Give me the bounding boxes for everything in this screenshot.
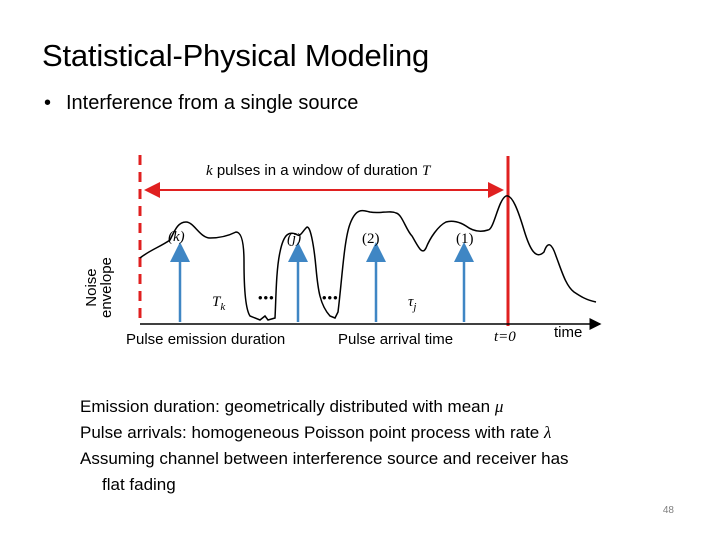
slide-title: Statistical-Physical Modeling [42,38,430,73]
y-axis-label: Noise envelope [83,257,115,318]
t0-label: t=0 [494,329,516,345]
time-axis-label: time [554,324,583,341]
emission-duration-symbol: Tk [212,294,225,313]
ellipsis-dots-1: ••• [258,290,275,305]
y-axis-label-line1: Noise [83,268,100,307]
note-arrivals: Pulse arrivals: homogeneous Poisson poin… [80,420,569,446]
T-subscript: k [220,301,226,313]
y-axis-label-line2: envelope [98,257,115,318]
bullet-item: • Interference from a single source [44,92,358,115]
note-emission-symbol: μ [494,397,504,416]
bullet-dot: • [44,92,52,114]
page-number: 48 [662,505,674,516]
tau-symbol: τ [408,294,414,310]
noise-envelope-curve [139,195,597,321]
note-arrivals-text: Pulse arrivals: homogeneous Poisson poin… [80,423,540,442]
window-label-T: T [421,163,431,179]
arrival-time-label: Pulse arrival time [338,331,454,348]
pulse-label-k-text: (k) [168,229,185,245]
pulse-label-k: (k) [168,229,185,246]
pulse-label-j-text: (j) [287,231,302,247]
note-channel: Assuming channel between interference so… [80,449,569,468]
note-emission-text: Emission duration: geometrically distrib… [80,397,491,416]
tau-subscript: j [413,301,417,313]
window-label: k pulses in a window of duration T [206,162,430,180]
pulse-label-2: (2) [362,231,380,247]
pulse-label-1: (1) [456,231,474,247]
pulse-label-j: (j) [287,231,301,248]
bullet-text: Interference from a single source [66,92,359,114]
emission-duration-label: Pulse emission duration [126,331,286,348]
arrival-time-symbol: τj [408,294,416,313]
note-arrivals-symbol: λ [543,423,552,442]
note-channel-cont: flat fading [102,475,176,494]
window-label-text: pulses in a window of duration [216,162,418,179]
note-emission: Emission duration: geometrically distrib… [80,394,569,420]
window-label-k: k [206,163,213,179]
notes-block: Emission duration: geometrically distrib… [80,394,569,498]
T-symbol: T [212,294,221,310]
ellipsis-dots-2: ••• [322,290,339,305]
